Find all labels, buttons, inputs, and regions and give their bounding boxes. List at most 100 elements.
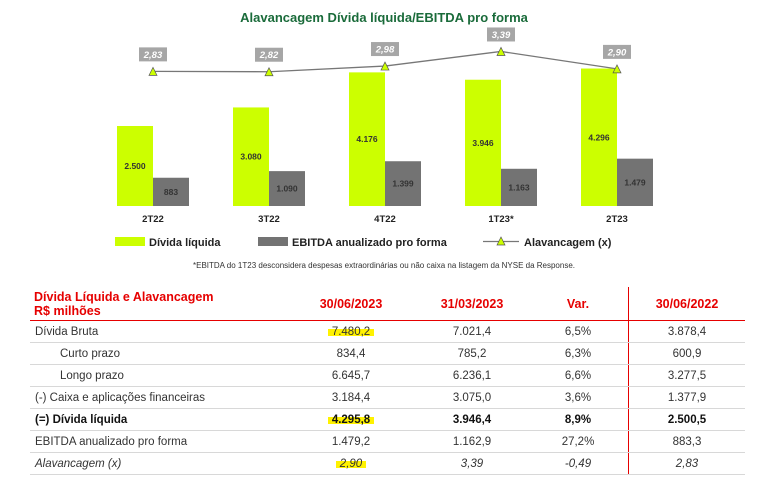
bar-ebitda-4 bbox=[617, 158, 653, 206]
legend-label-divida-liquida: Dívida líquida bbox=[149, 237, 221, 249]
leverage-chart: Alavancagem Dívida líquida/EBITDA pro fo… bbox=[115, 10, 653, 270]
leverage-marker bbox=[496, 46, 506, 56]
table-row: (-) Caixa e aplicações financeiras 3.184,… bbox=[30, 386, 745, 409]
row-value-col2: 8,9% bbox=[528, 408, 629, 431]
category-label: 1T23* bbox=[488, 214, 514, 225]
table-row: Dívida Bruta 7.480,2 7.021,4 6,5% 3.878,4 bbox=[30, 320, 745, 343]
row-label: Curto prazo bbox=[30, 342, 286, 365]
legend: Dívida líquida EBITDA anualizado pro for… bbox=[115, 236, 612, 249]
row-value-col0: 3.184,4 bbox=[286, 386, 416, 409]
bar-value-label: 4.296 bbox=[588, 132, 610, 142]
leverage-label-box bbox=[139, 47, 167, 62]
col-header-30-06-2023: 30/06/2023 bbox=[286, 287, 416, 321]
row-value-col3: 1.377,9 bbox=[628, 386, 745, 409]
category-label: 2T23 bbox=[606, 214, 628, 225]
bar-ebitda-3 bbox=[501, 168, 537, 206]
row-label: Alavancagem (x) bbox=[30, 452, 286, 475]
legend-label-ebitda: EBITDA anualizado pro forma bbox=[292, 237, 448, 249]
legend-marker-alavancagem bbox=[496, 236, 506, 246]
row-label: (-) Caixa e aplicações financeiras bbox=[30, 386, 286, 409]
highlighted-value: 4.295,8 bbox=[327, 413, 375, 426]
chart-title: Alavancagem Dívida líquida/EBITDA pro fo… bbox=[240, 10, 529, 25]
row-value-col1: 3,39 bbox=[416, 452, 528, 475]
leverage-label-box bbox=[255, 47, 283, 62]
row-value-col2: 6,3% bbox=[528, 342, 629, 365]
highlighted-value: 2,90 bbox=[335, 457, 367, 470]
row-value-col2: 6,5% bbox=[528, 320, 629, 343]
row-value-col2: 6,6% bbox=[528, 364, 629, 387]
row-value-col1: 3.075,0 bbox=[416, 386, 528, 409]
table-row: Curto prazo 834,4 785,2 6,3% 600,9 bbox=[30, 342, 745, 365]
category-label: 2T22 bbox=[142, 214, 164, 225]
row-value-col2: 27,2% bbox=[528, 430, 629, 453]
leverage-value-label: 2,82 bbox=[259, 50, 279, 61]
row-value-col3: 2.500,5 bbox=[628, 408, 745, 431]
chart-footnote: *EBITDA do 1T23 desconsidera despesas ex… bbox=[193, 261, 575, 270]
bar-divida-liquida-4 bbox=[581, 68, 617, 206]
row-value-col0: 7.480,2 bbox=[286, 320, 416, 343]
legend-label-alavancagem: Alavancagem (x) bbox=[524, 237, 612, 249]
leverage-line-group: 2,83 2,82 2,98 3,39 2,90 bbox=[139, 27, 631, 77]
table-row: (=) Dívida líquida 4.295,8 3.946,4 8,9% 2.50… bbox=[30, 408, 745, 431]
row-value-col2: -0,49 bbox=[528, 452, 629, 475]
leverage-label-box bbox=[603, 44, 631, 59]
leverage-value-label: 2,98 bbox=[375, 45, 395, 56]
leverage-label-box bbox=[487, 27, 515, 42]
leverage-value-label: 2,83 bbox=[143, 50, 163, 61]
row-value-col3: 2,83 bbox=[628, 452, 745, 475]
row-label: EBITDA anualizado pro forma bbox=[30, 430, 286, 453]
bar-value-label: 3.946 bbox=[472, 138, 494, 148]
legend-swatch-ebitda bbox=[258, 237, 288, 246]
bar-divida-liquida-3 bbox=[465, 79, 501, 206]
row-value-col3: 3.878,4 bbox=[628, 320, 745, 343]
row-value-col1: 785,2 bbox=[416, 342, 528, 365]
bar-divida-liquida-1 bbox=[233, 107, 269, 206]
table-row: Alavancagem (x) 2,90 3,39 -0,49 2,83 bbox=[30, 452, 745, 475]
leverage-marker bbox=[380, 61, 390, 71]
bar-value-label: 883 bbox=[164, 187, 178, 197]
table-body: Dívida Bruta 7.480,2 7.021,4 6,5% 3.878,4 Cur… bbox=[30, 320, 745, 475]
leverage-marker bbox=[264, 66, 274, 77]
row-value-col0: 834,4 bbox=[286, 342, 416, 365]
row-value-col0: 2,90 bbox=[286, 452, 416, 475]
table-row: EBITDA anualizado pro forma 1.479,2 1.162,… bbox=[30, 430, 745, 453]
row-value-col1: 1.162,9 bbox=[416, 430, 528, 453]
leverage-marker bbox=[612, 64, 622, 74]
col-header-30-06-2022: 30/06/2022 bbox=[628, 287, 745, 321]
highlighted-value: 7.480,2 bbox=[327, 325, 375, 338]
category-labels: 2T22 3T22 4T22 1T23* 2T23 bbox=[142, 214, 628, 225]
bars-group: 2.500 883 3.080 1.090 4.176 1.399 3.946 1.163 4.… bbox=[117, 68, 653, 206]
bar-value-label: 1.399 bbox=[392, 179, 414, 189]
row-value-col0: 4.295,8 bbox=[286, 408, 416, 431]
row-value-col3: 600,9 bbox=[628, 342, 745, 365]
table-row: Longo prazo 6.645,7 6.236,1 6,6% 3.277,5 bbox=[30, 364, 745, 387]
row-value-col2: 3,6% bbox=[528, 386, 629, 409]
row-label: Dívida Bruta bbox=[30, 320, 286, 343]
bar-ebitda-0 bbox=[153, 177, 189, 206]
bar-value-label: 3.080 bbox=[240, 152, 262, 162]
bar-divida-liquida-0 bbox=[117, 126, 153, 206]
row-value-col3: 883,3 bbox=[628, 430, 745, 453]
row-value-col1: 7.021,4 bbox=[416, 320, 528, 343]
table-title-line2: R$ milhões bbox=[34, 303, 101, 318]
row-value-col1: 3.946,4 bbox=[416, 408, 528, 431]
leverage-value-label: 2,90 bbox=[607, 47, 627, 58]
bar-ebitda-2 bbox=[385, 161, 421, 206]
row-value-col0: 6.645,7 bbox=[286, 364, 416, 387]
bar-ebitda-1 bbox=[269, 171, 305, 206]
table-header-row: Dívida Líquida e Alavancagem R$ milhões … bbox=[30, 287, 745, 321]
col-header-31-03-2023: 31/03/2023 bbox=[416, 287, 528, 321]
bar-value-label: 2.500 bbox=[124, 161, 146, 171]
net-debt-table: Dívida Líquida e Alavancagem R$ milhões … bbox=[30, 287, 745, 475]
bar-value-label: 1.163 bbox=[508, 182, 530, 192]
row-value-col3: 3.277,5 bbox=[628, 364, 745, 387]
bar-value-label: 1.479 bbox=[624, 177, 646, 187]
table-title-line1: Dívida Líquida e Alavancagem bbox=[34, 289, 214, 304]
category-label: 3T22 bbox=[258, 214, 280, 225]
leverage-label-box bbox=[371, 42, 399, 57]
category-label: 4T22 bbox=[374, 214, 396, 225]
row-value-col1: 6.236,1 bbox=[416, 364, 528, 387]
table-title: Dívida Líquida e Alavancagem R$ milhões bbox=[30, 287, 286, 321]
col-header-var: Var. bbox=[528, 287, 629, 321]
row-label: Longo prazo bbox=[30, 364, 286, 387]
